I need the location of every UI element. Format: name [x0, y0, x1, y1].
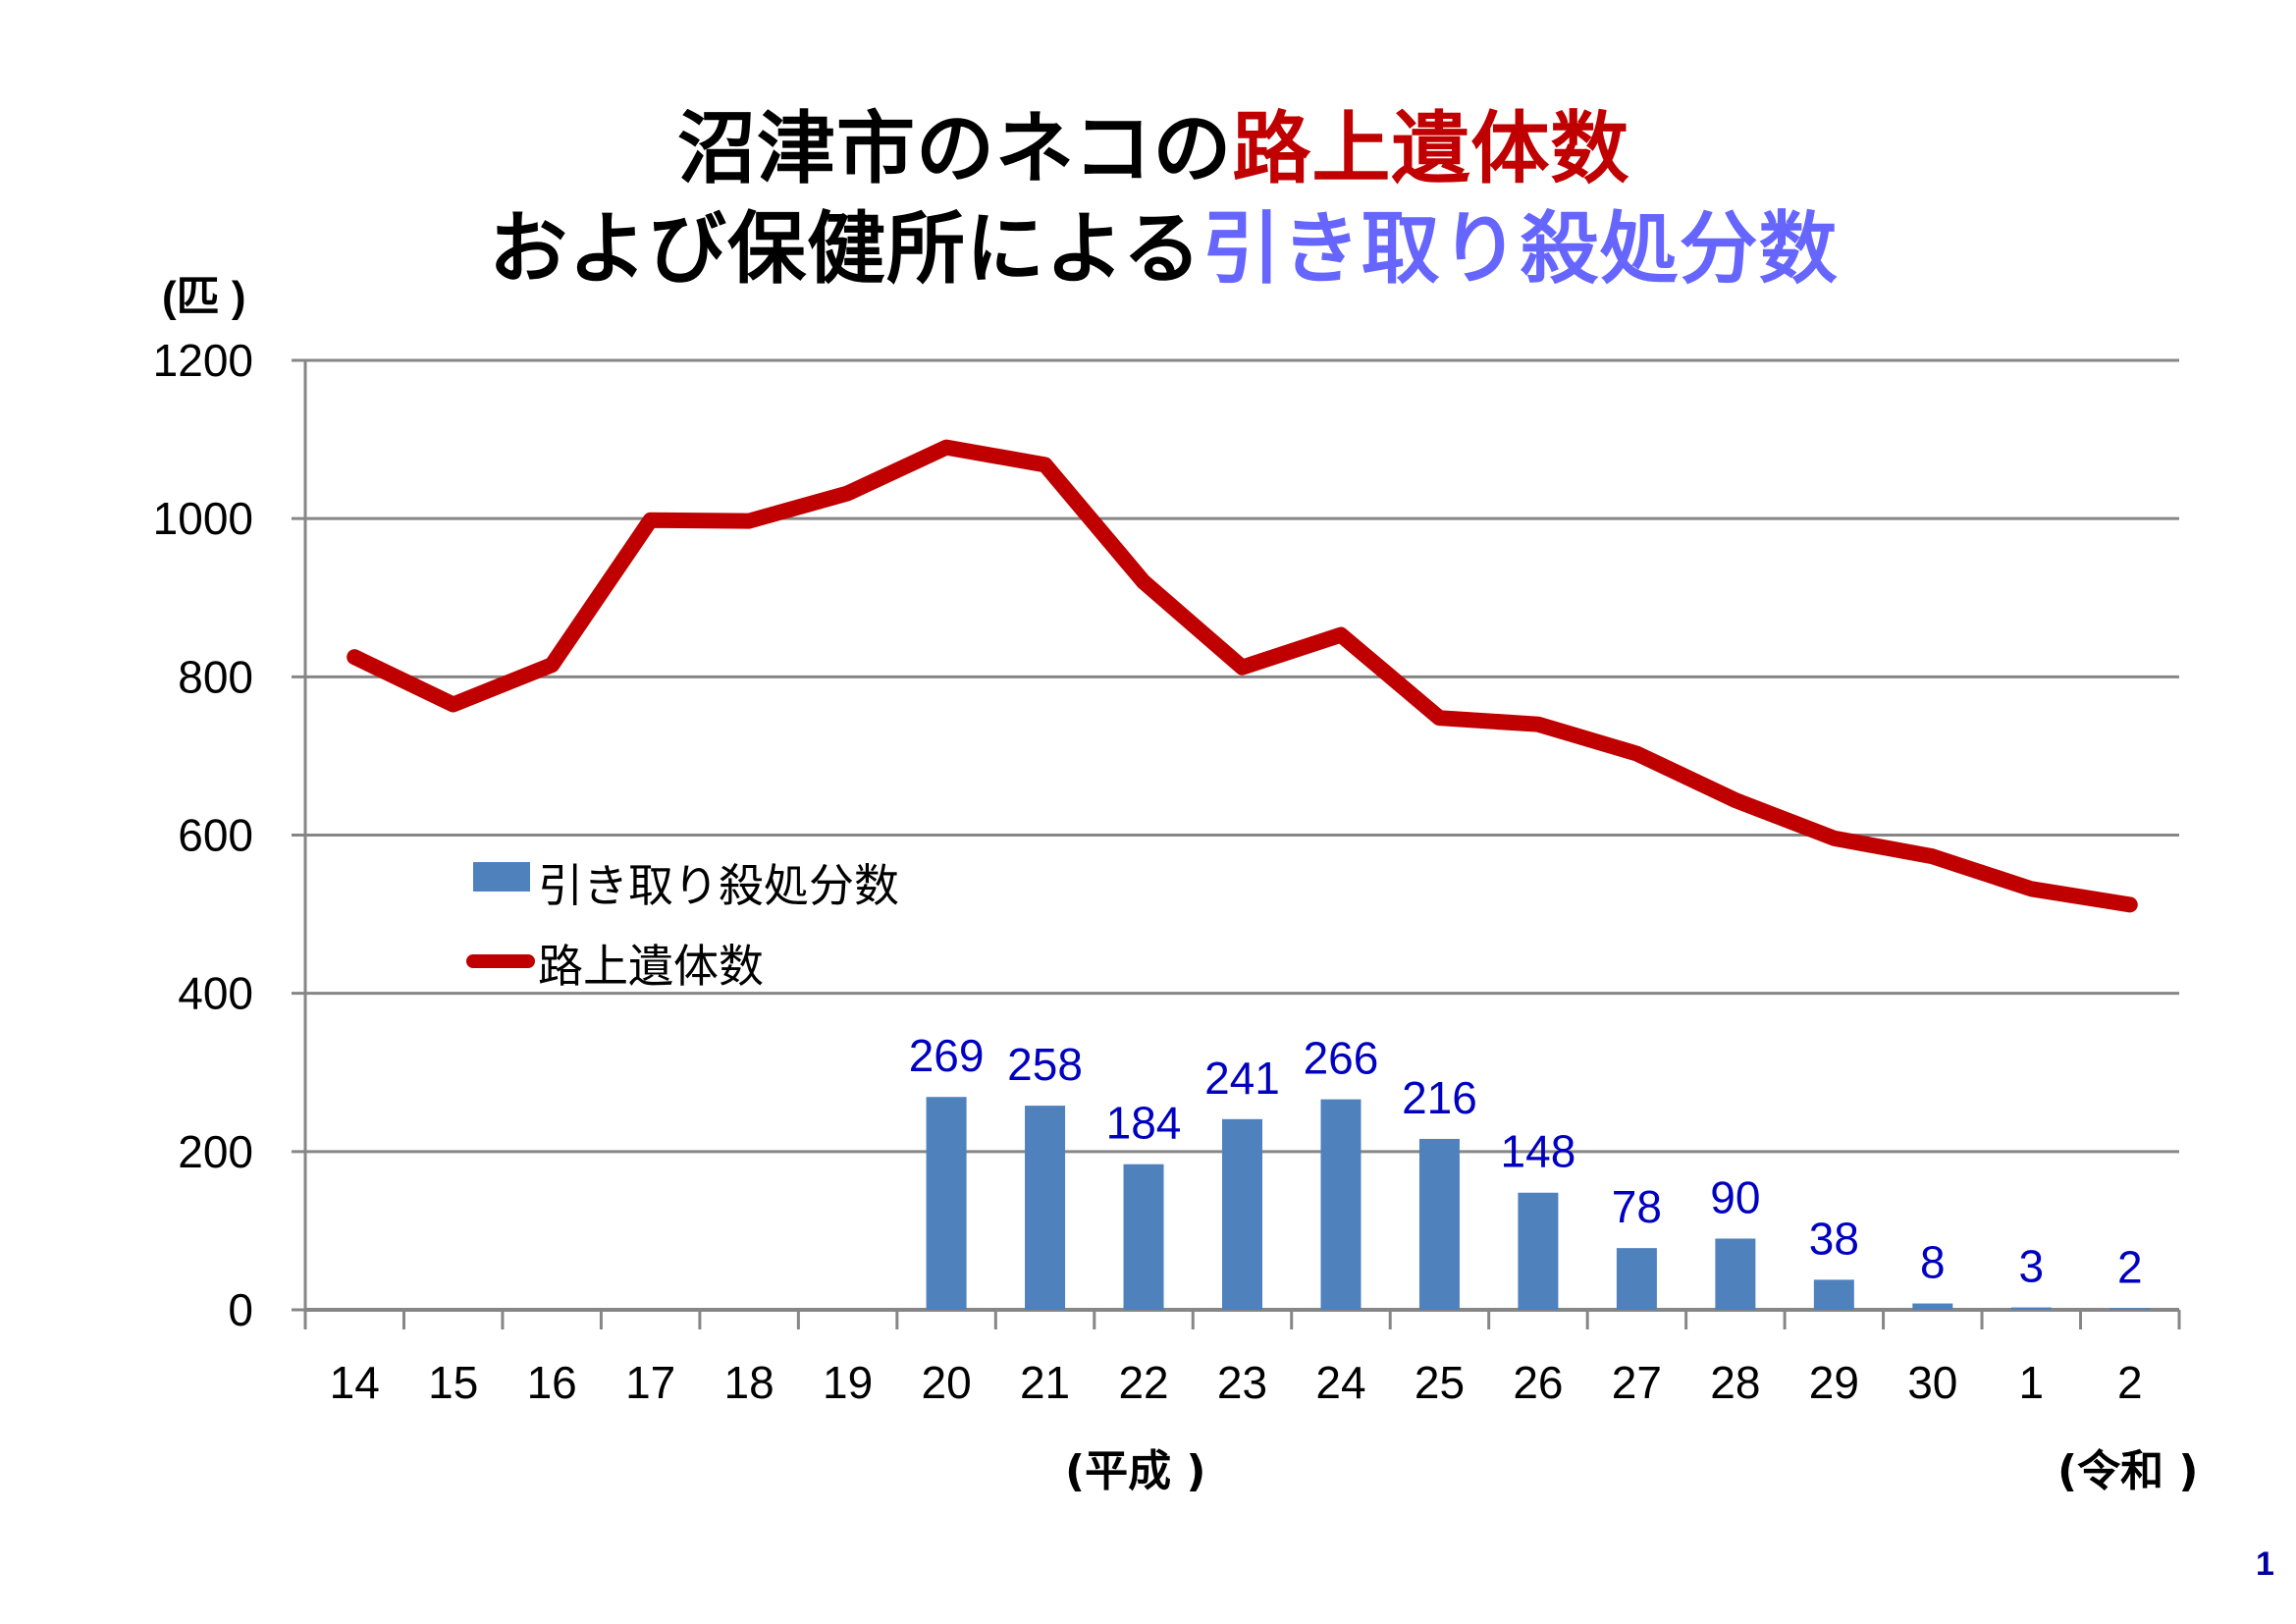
- y-tick-labels: 0 200 400 600 800 1000 1200: [153, 335, 253, 1335]
- x-tick-label: 15: [428, 1357, 478, 1408]
- x-tick-label: 19: [823, 1357, 873, 1408]
- bar-data-label: 90: [1710, 1171, 1760, 1222]
- x-tick-label: 22: [1118, 1357, 1168, 1408]
- x-tick-label: 16: [527, 1357, 577, 1408]
- title-part-city-cats: 沼津市のネコの: [677, 103, 1233, 194]
- bar: [2010, 1307, 2052, 1310]
- bar: [926, 1097, 967, 1310]
- y-tick-label: 0: [228, 1284, 253, 1335]
- line-series: [347, 439, 2138, 913]
- x-tick-labels: 14 15 16 17 18 19 20 21 22 23 24 25 26 27 28 29 30 1 2: [330, 1357, 2143, 1408]
- bar-data-label: 258: [1007, 1039, 1083, 1090]
- bar-data-label: 184: [1106, 1098, 1182, 1149]
- title-part-health-center: および保健所による: [489, 203, 1202, 295]
- bar-data-label: 78: [1612, 1181, 1662, 1232]
- x-tick-label: 17: [625, 1357, 675, 1408]
- x-tick-label: 14: [330, 1357, 380, 1408]
- bar: [1616, 1248, 1657, 1310]
- title-part-culled: 引き取り殺処分数: [1201, 203, 1839, 295]
- bar: [1418, 1138, 1460, 1310]
- x-tick-label: 21: [1020, 1357, 1070, 1408]
- bar: [1025, 1106, 1066, 1310]
- x-tick-label: 29: [1809, 1357, 1859, 1408]
- bar-data-label: 3: [2018, 1241, 2044, 1292]
- bar-data-label: 8: [1920, 1237, 1946, 1288]
- legend-bar-swatch: [473, 862, 530, 892]
- y-tick-label: 200: [178, 1126, 253, 1177]
- bar-series: [926, 1097, 2151, 1310]
- era-label-heisei: (平成 ): [1065, 1446, 1206, 1496]
- bar-data-label: 148: [1501, 1126, 1576, 1177]
- bar: [1123, 1164, 1164, 1310]
- chart-title-line-1: 沼津市のネコの路上遺体数: [677, 108, 1629, 190]
- bar-data-label: 2: [2117, 1241, 2143, 1292]
- y-tick-label: 1200: [153, 335, 253, 386]
- legend-label-road-deaths: 路上遺体数: [538, 940, 764, 993]
- bar: [1222, 1118, 1262, 1310]
- bar: [1912, 1303, 1953, 1310]
- y-tick-label: 1000: [153, 493, 253, 544]
- x-tick-label: 26: [1513, 1357, 1563, 1408]
- bar: [1518, 1192, 1559, 1310]
- bar: [1715, 1238, 1756, 1310]
- y-tick-label: 600: [178, 810, 253, 861]
- bar: [1813, 1279, 1854, 1310]
- x-tick-label: 25: [1415, 1357, 1465, 1408]
- y-axis-unit-label: (匹 ): [162, 273, 246, 321]
- bar-data-label: 241: [1204, 1053, 1280, 1104]
- x-tick-label: 2: [2117, 1357, 2143, 1408]
- bar-data-labels: 269 258 184 241 266 216 148 78 90 38 8 3 2: [909, 1030, 2143, 1292]
- title-part-road-deaths: 路上遺体数: [1232, 103, 1630, 194]
- chart-title-line-2: および保健所による引き取り殺処分数: [489, 208, 1839, 291]
- bar-data-label: 216: [1402, 1072, 1477, 1123]
- road-deaths-line: [347, 439, 2138, 913]
- x-tick-label: 28: [1710, 1357, 1760, 1408]
- x-tick-label: 30: [1907, 1357, 1957, 1408]
- bar: [2109, 1308, 2151, 1310]
- x-tick-label: 23: [1217, 1357, 1267, 1408]
- y-tick-label: 400: [178, 968, 253, 1019]
- bar-data-label: 38: [1809, 1213, 1859, 1264]
- x-tick-label: 18: [724, 1357, 774, 1408]
- bar-data-label: 266: [1304, 1033, 1379, 1084]
- legend-label-culled: 引き取り殺処分数: [538, 859, 899, 912]
- bar: [1320, 1099, 1362, 1310]
- legend-line-swatch: [466, 954, 535, 968]
- bar-data-label: 269: [909, 1030, 985, 1081]
- x-tick-label: 1: [2018, 1357, 2044, 1408]
- y-tick-label: 800: [178, 651, 253, 702]
- page-number: 1: [2256, 1545, 2274, 1583]
- x-tick-label: 24: [1315, 1357, 1365, 1408]
- x-tick-label: 20: [921, 1357, 971, 1408]
- era-label-reiwa: (令和 ): [2057, 1446, 2199, 1496]
- x-tick-label: 27: [1612, 1357, 1662, 1408]
